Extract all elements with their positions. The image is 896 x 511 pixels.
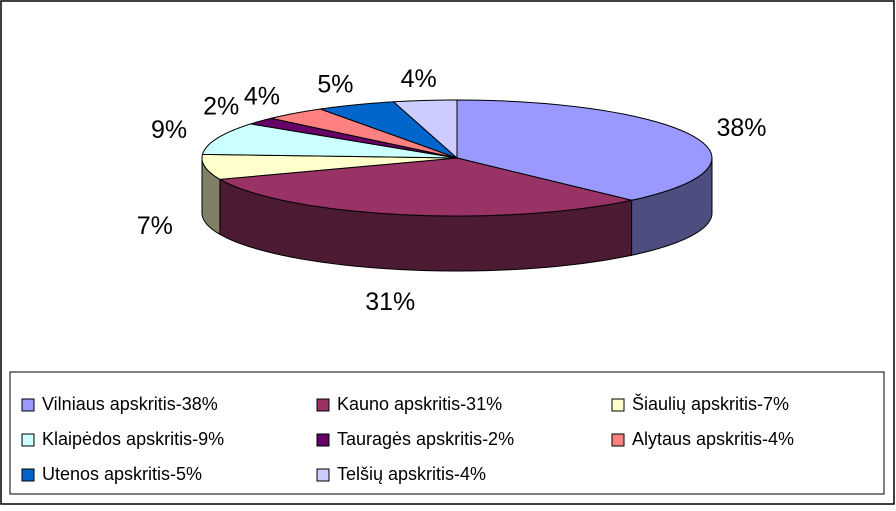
- data-label: 4%: [401, 65, 437, 93]
- legend-swatch: [316, 468, 330, 482]
- legend-label: Telšių apskritis-4%: [337, 464, 486, 484]
- legend-swatch: [316, 398, 330, 412]
- slice: [201, 153, 458, 180]
- legend-label: Utenos apskritis-5%: [42, 464, 202, 484]
- legend-swatch: [611, 398, 625, 412]
- legend-box: [9, 371, 885, 495]
- slice: [270, 108, 458, 159]
- legend-label: Šiaulių apskritis-7%: [632, 393, 789, 414]
- legend-swatch: [21, 433, 35, 447]
- data-label: 38%: [716, 114, 766, 142]
- slice: [201, 123, 458, 159]
- data-label: 7%: [137, 212, 173, 240]
- slice: [250, 117, 458, 159]
- legend-label: Klaipėdos apskritis-9%: [42, 429, 224, 449]
- legend-swatch: [611, 433, 625, 447]
- legend-label: Vilniaus apskritis-38%: [42, 394, 218, 414]
- slice: [218, 157, 632, 217]
- legend-swatch: [21, 398, 35, 412]
- data-label: 4%: [244, 82, 280, 110]
- data-label: 9%: [151, 116, 187, 144]
- legend-swatch: [316, 433, 330, 447]
- slice: [392, 99, 458, 160]
- data-label: 5%: [317, 71, 353, 99]
- legend-label: Tauragės apskritis-2%: [337, 429, 514, 449]
- legend-label: Kauno apskritis-31%: [337, 394, 502, 414]
- slice: [320, 101, 458, 159]
- data-label: 31%: [365, 288, 415, 316]
- slice: [456, 99, 713, 201]
- legend-label: Alytaus apskritis-4%: [632, 429, 794, 449]
- data-label: 2%: [203, 93, 239, 121]
- legend-swatch: [21, 468, 35, 482]
